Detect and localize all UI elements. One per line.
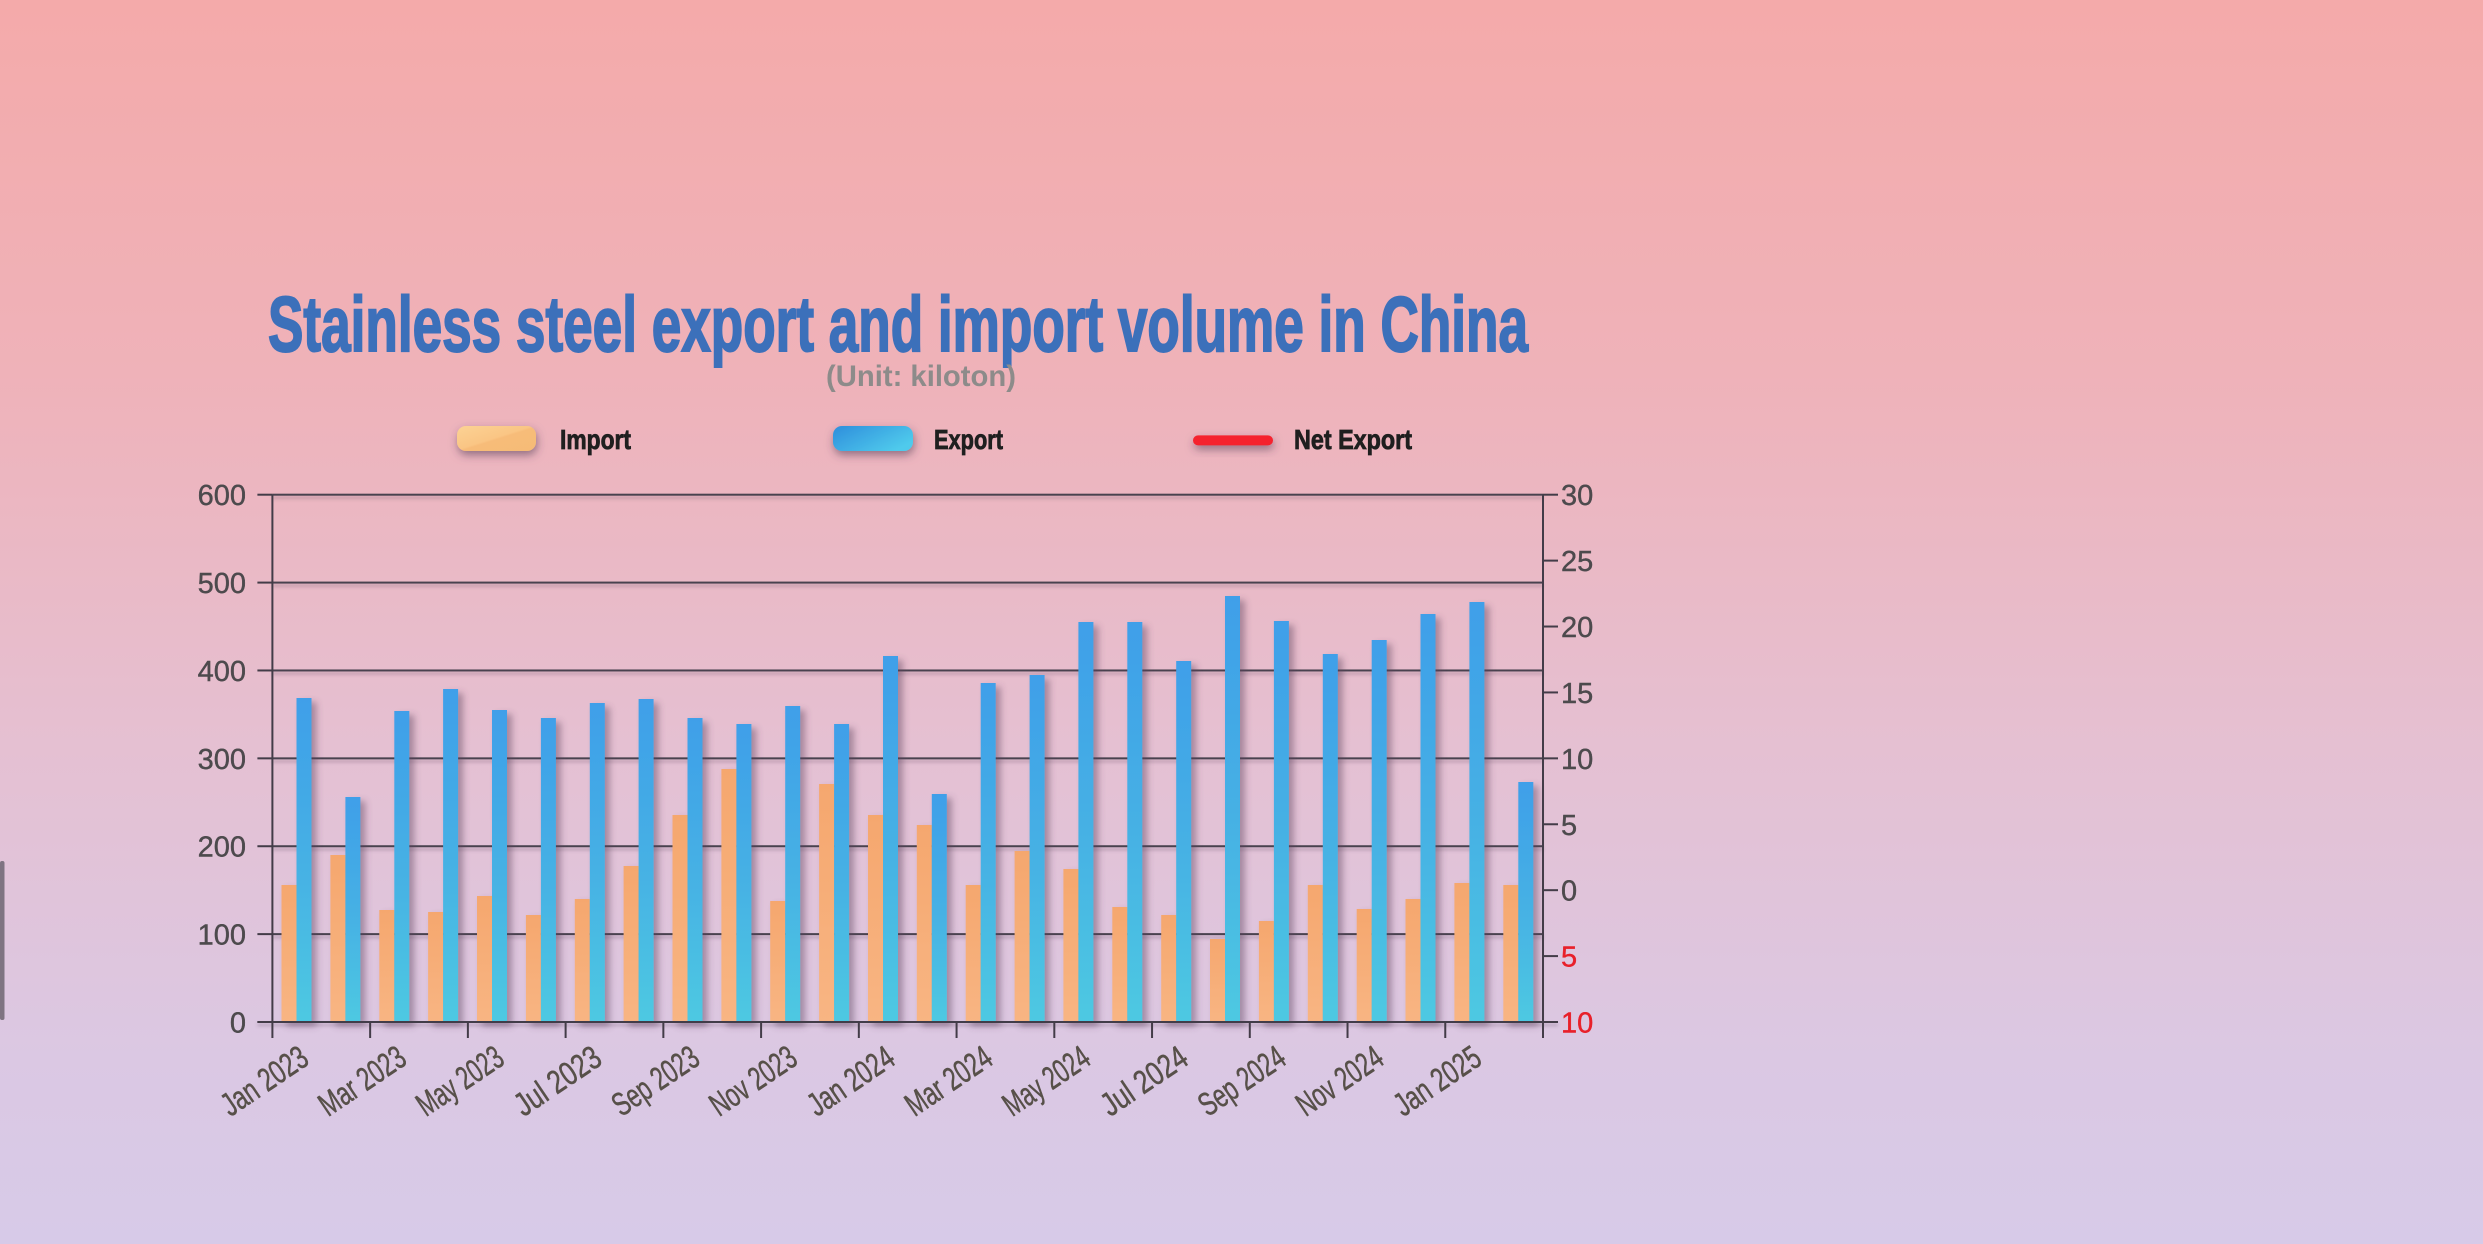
svg-text:Net Export: Net Export [1294, 424, 1412, 455]
svg-text:10: 10 [1561, 744, 1593, 776]
svg-text:Import: Import [560, 424, 631, 455]
svg-text:5: 5 [1561, 942, 1577, 974]
svg-text:400: 400 [198, 656, 246, 688]
svg-text:600: 600 [198, 480, 246, 512]
svg-text:10: 10 [1561, 1008, 1593, 1040]
svg-text:Stainless steel export and imp: Stainless steel export and import volume… [268, 280, 1528, 368]
svg-text:20: 20 [1561, 612, 1593, 644]
svg-text:500: 500 [198, 568, 246, 600]
svg-text:Export: Export [934, 424, 1003, 455]
svg-text:5: 5 [1561, 810, 1577, 842]
svg-text:(Unit: kiloton): (Unit: kiloton) [826, 360, 1016, 393]
svg-text:15: 15 [1561, 678, 1593, 710]
svg-text:300: 300 [198, 744, 246, 776]
svg-text:0: 0 [1561, 876, 1577, 908]
svg-text:0: 0 [230, 1008, 246, 1040]
svg-text:25: 25 [1561, 546, 1593, 578]
svg-text:30: 30 [1561, 480, 1593, 512]
svg-text:100: 100 [198, 920, 246, 952]
svg-text:200: 200 [198, 832, 246, 864]
